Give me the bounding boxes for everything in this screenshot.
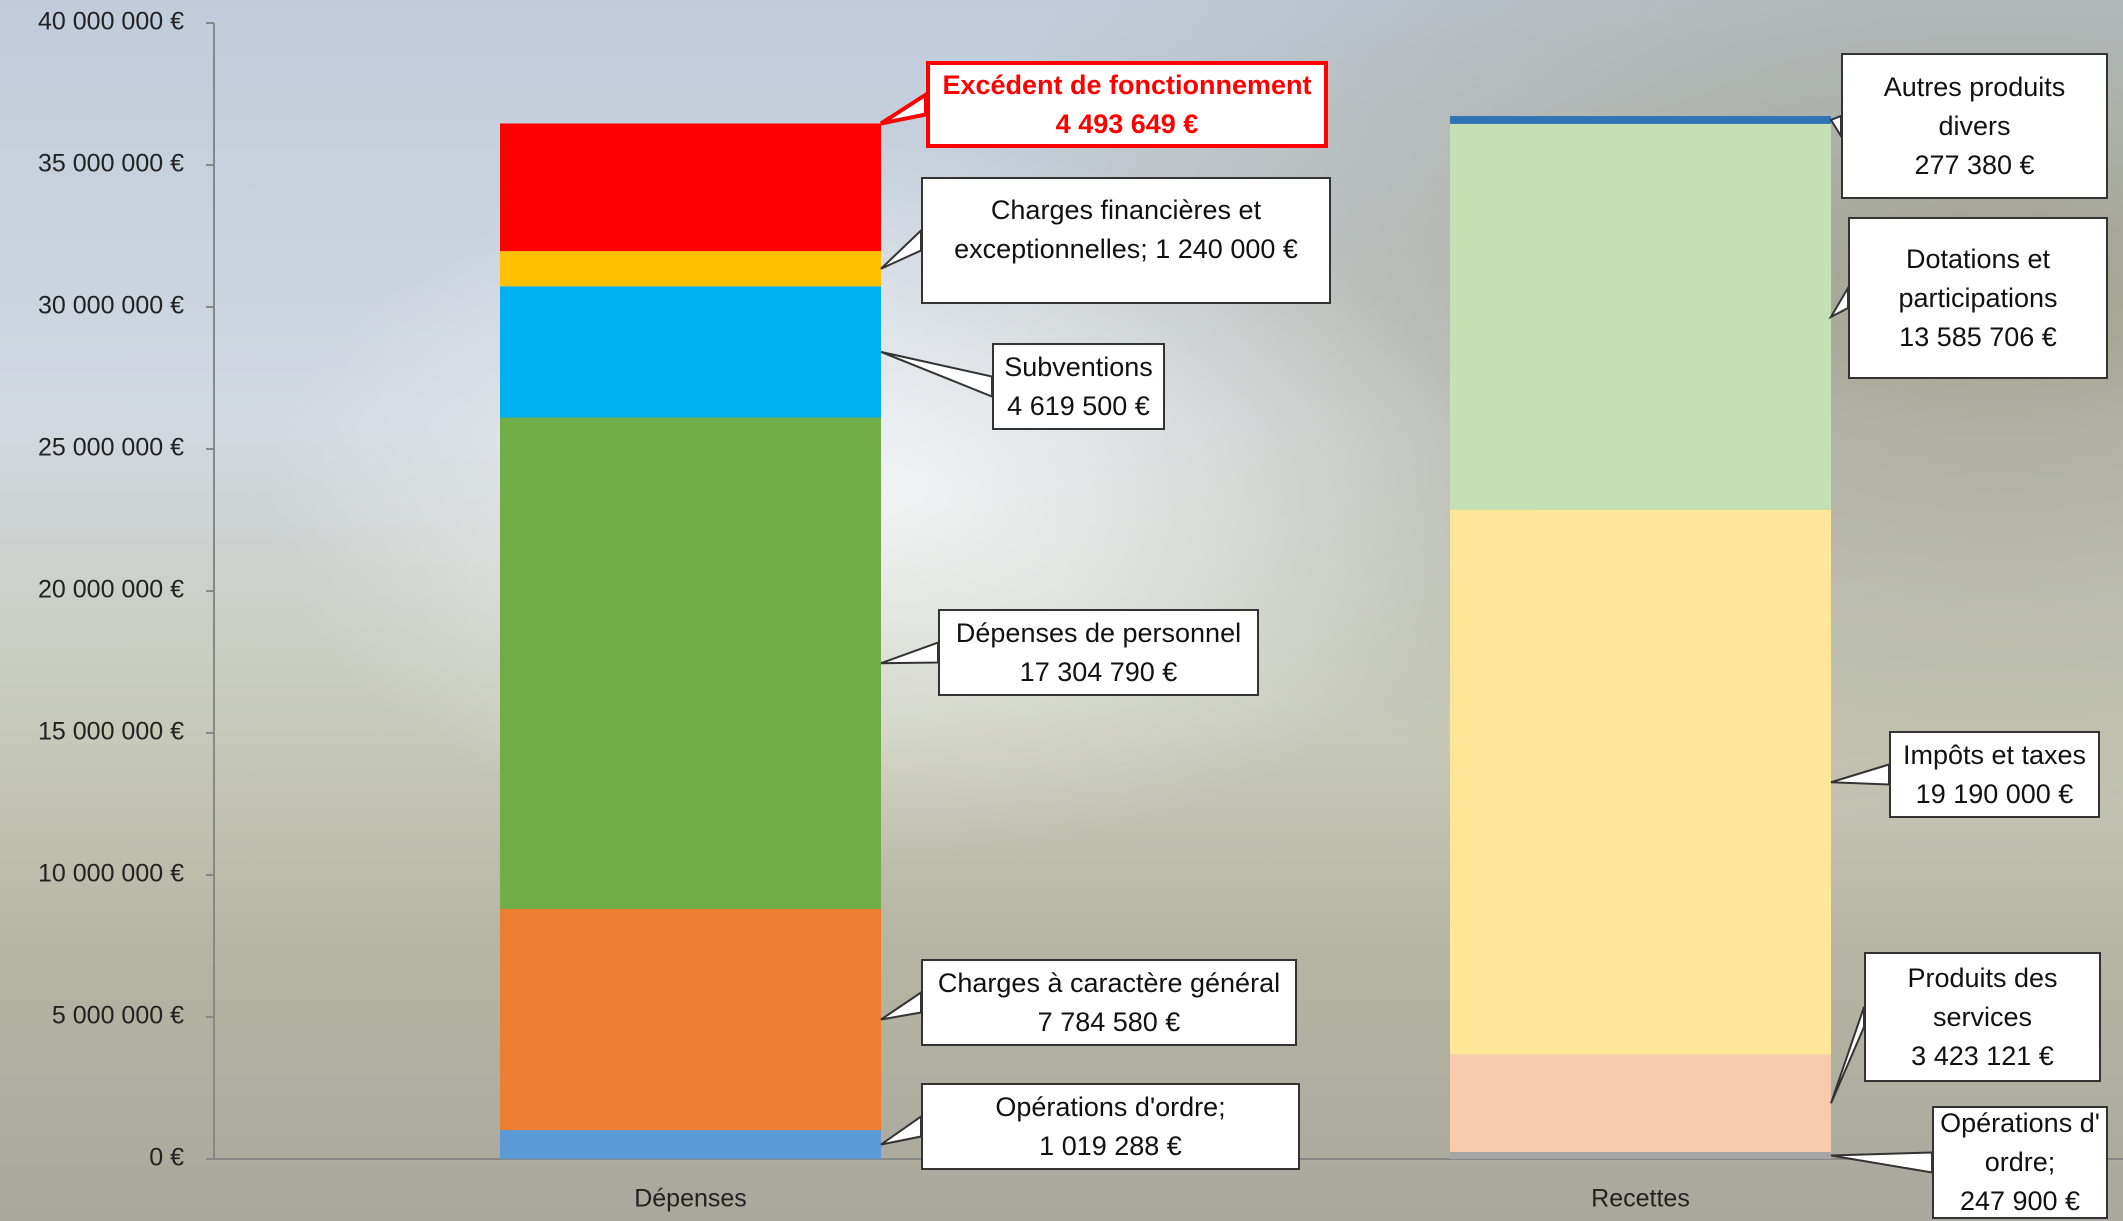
data-label-value: 4 619 500 € xyxy=(1007,390,1150,421)
data-label: Charges à caractère général 7 784 580 € xyxy=(921,959,1297,1046)
callout-pointer xyxy=(880,990,922,1021)
callout-pointer xyxy=(1828,284,1849,320)
y-tick-label: 30 000 000 € xyxy=(38,292,184,320)
data-label-value: 7 784 580 € xyxy=(1037,1006,1181,1037)
data-label-name: Subventions xyxy=(1004,351,1153,382)
data-label-name: Impôts et taxes xyxy=(1902,739,2087,770)
data-label-name: Opérations d'ordre; xyxy=(995,1091,1226,1122)
callout-pointer xyxy=(880,228,922,270)
callout-pointer xyxy=(1830,1151,1933,1174)
callout-pointer xyxy=(1829,114,1842,140)
data-label-value: 277 380 € xyxy=(1914,149,2035,180)
data-label: Dotations et participations 13 585 706 € xyxy=(1848,217,2108,379)
y-tick-label: 35 000 000 € xyxy=(38,150,184,178)
data-label-value: 247 900 € xyxy=(1959,1186,2081,1216)
callout-pointer xyxy=(880,350,993,398)
data-label: Excédent de fonctionnement 4 493 649 € xyxy=(926,61,1328,148)
data-label-name: Dotations et participations xyxy=(1898,243,2058,313)
bar-segment xyxy=(500,417,881,909)
data-label: Dépenses de personnel 17 304 790 € xyxy=(938,609,1259,696)
bar-segment xyxy=(500,286,881,418)
data-label: Produits des services 3 423 121 € xyxy=(1864,952,2101,1082)
bar-segment xyxy=(500,1130,881,1159)
data-label-name: Autres produits divers xyxy=(1883,71,2066,141)
y-tick-label: 20 000 000 € xyxy=(38,576,184,604)
y-tick-label: 10 000 000 € xyxy=(38,860,184,888)
y-tick-label: 25 000 000 € xyxy=(38,434,184,462)
data-label: Autres produits divers 277 380 € xyxy=(1841,53,2108,199)
data-label: Opérations d'ordre; 1 019 288 € xyxy=(921,1083,1300,1170)
data-label-name: Produits des services xyxy=(1907,962,2058,1032)
bar-segment xyxy=(1450,1054,1831,1152)
data-label: Subventions 4 619 500 € xyxy=(992,343,1165,430)
data-label-value: 1 240 000 € xyxy=(1155,234,1298,264)
callout-pointer xyxy=(1830,763,1890,786)
data-label-value: 17 304 790 € xyxy=(1019,656,1178,687)
bar-segment xyxy=(500,251,881,287)
data-label-name: Charges financières et exceptionnelles; xyxy=(954,195,1262,264)
y-tick-label: 40 000 000 € xyxy=(38,8,184,36)
data-label-value: 19 190 000 € xyxy=(1915,778,2074,809)
callout-pointer xyxy=(880,641,939,665)
data-label-value: 4 493 649 € xyxy=(1055,108,1199,139)
x-tick-label: Dépenses xyxy=(634,1185,747,1213)
data-label-value: 13 585 706 € xyxy=(1899,321,2057,352)
data-label-value: 1 019 288 € xyxy=(1039,1130,1182,1161)
data-label-name: Excédent de fonctionnement xyxy=(942,69,1312,100)
y-tick-label: 15 000 000 € xyxy=(38,718,184,746)
bar-segment xyxy=(1450,123,1831,510)
y-tick-label: 0 € xyxy=(149,1144,184,1172)
bar-segment xyxy=(1450,1151,1831,1159)
bar-segment xyxy=(1450,509,1831,1055)
data-label-name: Charges à caractère général xyxy=(937,967,1281,998)
data-label: Charges financières et exceptionnelles; … xyxy=(921,177,1331,304)
data-label-name: Dépenses de personnel xyxy=(955,617,1242,648)
callout-pointer xyxy=(1830,1006,1865,1104)
bar-segment xyxy=(1450,116,1831,124)
callout-pointer xyxy=(880,1114,922,1146)
y-tick-label: 5 000 000 € xyxy=(52,1002,184,1030)
bar-segment xyxy=(500,123,881,252)
data-label: Impôts et taxes 19 190 000 € xyxy=(1889,731,2100,818)
data-label-name: Opérations d' ordre; xyxy=(1940,1108,2100,1177)
x-tick-label: Recettes xyxy=(1591,1185,1690,1213)
callout-pointer xyxy=(879,90,928,126)
bar-segment xyxy=(500,908,881,1131)
data-label-value: 3 423 121 € xyxy=(1911,1040,2054,1071)
data-label: Opérations d' ordre; 247 900 € xyxy=(1932,1106,2108,1219)
